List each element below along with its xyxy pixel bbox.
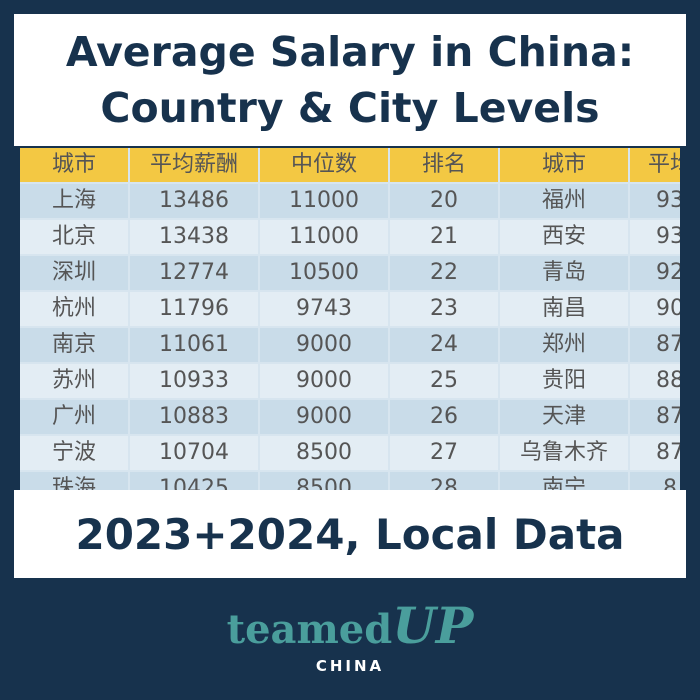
column-header: 平均薪酬 — [130, 148, 258, 182]
table-cell: 10500 — [260, 256, 388, 290]
table-cell: 杭州 — [20, 292, 128, 326]
logo: teamedUP CHINA — [0, 596, 700, 675]
table-cell: 25 — [390, 364, 498, 398]
table-cell: 11000 — [260, 184, 388, 218]
salary-table: 城市平均薪酬中位数排名城市平均上海134861100020福州93北京13438… — [20, 148, 680, 498]
table-cell: 天津 — [500, 400, 628, 434]
table-cell: 8500 — [260, 436, 388, 470]
column-header: 排名 — [390, 148, 498, 182]
table-cell: 10704 — [130, 436, 258, 470]
title-box: Average Salary in China: Country & City … — [14, 14, 686, 146]
table-cell: 10883 — [130, 400, 258, 434]
table-cell: 20 — [390, 184, 498, 218]
table-cell: 深圳 — [20, 256, 128, 290]
table-cell: 13486 — [130, 184, 258, 218]
table-cell: 92 — [630, 256, 680, 290]
table-cell: 11061 — [130, 328, 258, 362]
table-cell: 24 — [390, 328, 498, 362]
table-cell: 广州 — [20, 400, 128, 434]
table-cell: 27 — [390, 436, 498, 470]
table-cell: 上海 — [20, 184, 128, 218]
table-cell: 87 — [630, 400, 680, 434]
table-cell: 87 — [630, 436, 680, 470]
table-cell: 88 — [630, 364, 680, 398]
table-cell: 10933 — [130, 364, 258, 398]
table-cell: 福州 — [500, 184, 628, 218]
table-cell: 13438 — [130, 220, 258, 254]
table-cell: 青岛 — [500, 256, 628, 290]
table-cell: 乌鲁木齐 — [500, 436, 628, 470]
subtitle-box: 2023+2024, Local Data — [14, 490, 686, 578]
table-cell: 南京 — [20, 328, 128, 362]
table-cell: 宁波 — [20, 436, 128, 470]
logo-brand: teamed — [226, 606, 393, 653]
table-cell: 9000 — [260, 364, 388, 398]
table-cell: 11000 — [260, 220, 388, 254]
title-line: Average Salary in China: — [65, 28, 635, 76]
table-cell: 北京 — [20, 220, 128, 254]
table-cell: 90 — [630, 292, 680, 326]
table-cell: 9000 — [260, 328, 388, 362]
column-header: 城市 — [20, 148, 128, 182]
logo-region: CHINA — [315, 657, 385, 675]
table-cell: 21 — [390, 220, 498, 254]
table-cell: 93 — [630, 220, 680, 254]
table-cell: 26 — [390, 400, 498, 434]
table-cell: 11796 — [130, 292, 258, 326]
column-header: 中位数 — [260, 148, 388, 182]
table-cell: 93 — [630, 184, 680, 218]
column-header: 城市 — [500, 148, 628, 182]
title-line: Country & City Levels — [100, 84, 600, 132]
table-cell: 23 — [390, 292, 498, 326]
column-header: 平均 — [630, 148, 680, 182]
table-cell: 12774 — [130, 256, 258, 290]
table-cell: 9743 — [260, 292, 388, 326]
table-cell: 苏州 — [20, 364, 128, 398]
table-cell: 9000 — [260, 400, 388, 434]
table-cell: 南昌 — [500, 292, 628, 326]
table-cell: 西安 — [500, 220, 628, 254]
subtitle: 2023+2024, Local Data — [75, 509, 625, 559]
table-cell: 贵阳 — [500, 364, 628, 398]
table-cell: 22 — [390, 256, 498, 290]
logo-accent: UP — [392, 596, 474, 655]
table-cell: 郑州 — [500, 328, 628, 362]
table-cell: 87 — [630, 328, 680, 362]
